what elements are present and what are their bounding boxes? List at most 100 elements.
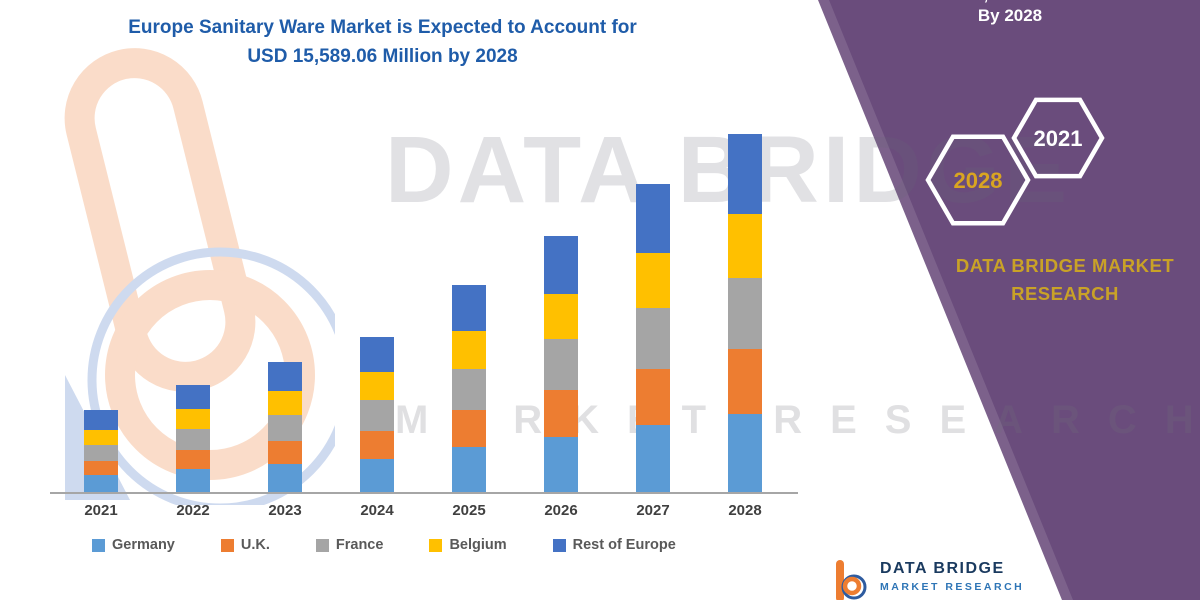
bar-group-2026 — [515, 90, 607, 493]
brand-text-line2: RESEARCH — [1011, 283, 1119, 304]
bar-segment-belgium — [544, 293, 578, 340]
bar-segment-germany — [268, 464, 302, 493]
chart-legend: Germany U.K. France Belgium Rest of Europe — [92, 537, 676, 553]
bar-segment-belgium — [84, 429, 118, 445]
bar-segment-u-k- — [176, 450, 210, 470]
bar-segment-rest-of-europe — [84, 410, 118, 430]
x-axis-labels: 2021 2022 2023 2024 2025 2026 2027 2028 — [55, 502, 791, 519]
legend-item-france: France — [315, 537, 384, 553]
bar-segment-belgium — [636, 253, 670, 309]
legend-item-germany: Germany — [92, 537, 175, 553]
chart-title: Europe Sanitary Ware Market is Expected … — [60, 13, 705, 71]
bar-stack — [728, 134, 762, 493]
bar-segment-u-k- — [452, 409, 486, 448]
databridge-logo-icon — [836, 560, 867, 600]
bar-segment-france — [360, 399, 394, 431]
bar-segment-belgium — [360, 371, 394, 400]
legend-item-u-k-: U.K. — [220, 537, 270, 553]
bar-segment-france — [544, 339, 578, 391]
legend-swatch — [552, 538, 566, 552]
bar-segment-germany — [636, 425, 670, 493]
panel-heading-clipped: USD 15,589.06 Million — [850, 0, 1170, 5]
brand-text-line1: DATA BRIDGE MARKET — [955, 255, 1175, 276]
bar-segment-belgium — [452, 331, 486, 369]
bar-segment-belgium — [176, 409, 210, 429]
bar-segment-rest-of-europe — [636, 184, 670, 254]
x-axis-label-2026: 2026 — [544, 502, 578, 519]
panel-heading-by-2028: By 2028 — [977, 6, 1043, 25]
bar-segment-germany — [728, 414, 762, 493]
bar-segment-germany — [176, 469, 210, 493]
bar-segment-rest-of-europe — [452, 285, 486, 332]
bar-stack — [544, 236, 578, 493]
bar-segment-rest-of-europe — [544, 236, 578, 294]
legend-swatch — [315, 538, 329, 552]
bar-group-2025 — [423, 90, 515, 493]
legend-item-belgium: Belgium — [429, 537, 507, 553]
bar-segment-france — [84, 444, 118, 461]
x-axis-label-2023: 2023 — [268, 502, 302, 519]
hexagon-2021: 2021 — [1011, 97, 1105, 179]
bar-group-2023 — [239, 90, 331, 493]
year-hexagons: 2021 2028 — [925, 97, 1105, 226]
bar-segment-belgium — [728, 214, 762, 279]
brand-text: DATA BRIDGE MARKET RESEARCH — [930, 252, 1200, 308]
bar-segment-france — [176, 428, 210, 451]
bar-group-2024 — [331, 90, 423, 493]
bar-stack — [452, 285, 486, 493]
bar-group-2021 — [55, 90, 147, 493]
bar-segment-germany — [544, 436, 578, 493]
hexagon-2028-label: 2028 — [954, 168, 1003, 193]
footer-logo: DATA BRIDGE MARKET RESEARCH — [832, 560, 1024, 600]
chart-title-line1: Europe Sanitary Ware Market is Expected … — [128, 17, 637, 38]
bar-segment-u-k- — [728, 349, 762, 414]
bar-stack — [268, 362, 302, 493]
footer-brand-name: DATA BRIDGE — [880, 560, 1005, 577]
legend-label: France — [335, 537, 384, 553]
bar-segment-france — [268, 414, 302, 441]
bar-segment-rest-of-europe — [176, 385, 210, 410]
bar-group-2027 — [607, 90, 699, 493]
bar-segment-germany — [360, 458, 394, 493]
bar-stack — [84, 410, 118, 493]
footer-brand-sub: MARKET RESEARCH — [880, 581, 1025, 593]
x-axis-line — [50, 492, 798, 494]
x-axis-label-2025: 2025 — [452, 502, 486, 519]
bar-segment-rest-of-europe — [360, 337, 394, 372]
stacked-bar-chart — [55, 90, 791, 493]
bar-stack — [636, 184, 670, 493]
bar-stack — [360, 337, 394, 493]
bar-stack — [176, 385, 210, 493]
legend-swatch — [92, 538, 105, 552]
legend-label: Belgium — [449, 537, 507, 553]
bar-segment-u-k- — [84, 460, 118, 475]
legend-swatch — [220, 538, 234, 552]
bar-segment-rest-of-europe — [268, 362, 302, 392]
legend-item-rest-of-europe: Rest of Europe — [552, 537, 676, 553]
x-axis-label-2027: 2027 — [636, 502, 670, 519]
bar-group-2028 — [699, 90, 791, 493]
bar-segment-rest-of-europe — [728, 134, 762, 215]
bar-segment-france — [452, 368, 486, 410]
bar-segment-belgium — [268, 391, 302, 415]
watermark-text-spaced: MARKET RESEARCH — [395, 398, 1200, 442]
bar-segment-france — [728, 278, 762, 350]
x-axis-label-2021: 2021 — [84, 502, 118, 519]
chart-title-line2: USD 15,589.06 Million by 2028 — [247, 46, 518, 67]
hexagon-2028: 2028 — [925, 134, 1031, 226]
hexagon-2021-label: 2021 — [1034, 126, 1083, 151]
x-axis-label-2024: 2024 — [360, 502, 394, 519]
x-axis-label-2028: 2028 — [728, 502, 762, 519]
legend-label: U.K. — [240, 537, 270, 553]
bar-segment-france — [636, 308, 670, 370]
bar-segment-germany — [452, 447, 486, 493]
bar-group-2022 — [147, 90, 239, 493]
legend-label: Rest of Europe — [572, 537, 676, 553]
bar-segment-u-k- — [544, 390, 578, 437]
x-axis-label-2022: 2022 — [176, 502, 210, 519]
bar-segment-u-k- — [360, 430, 394, 459]
bar-segment-germany — [84, 474, 118, 493]
legend-swatch — [429, 538, 443, 552]
